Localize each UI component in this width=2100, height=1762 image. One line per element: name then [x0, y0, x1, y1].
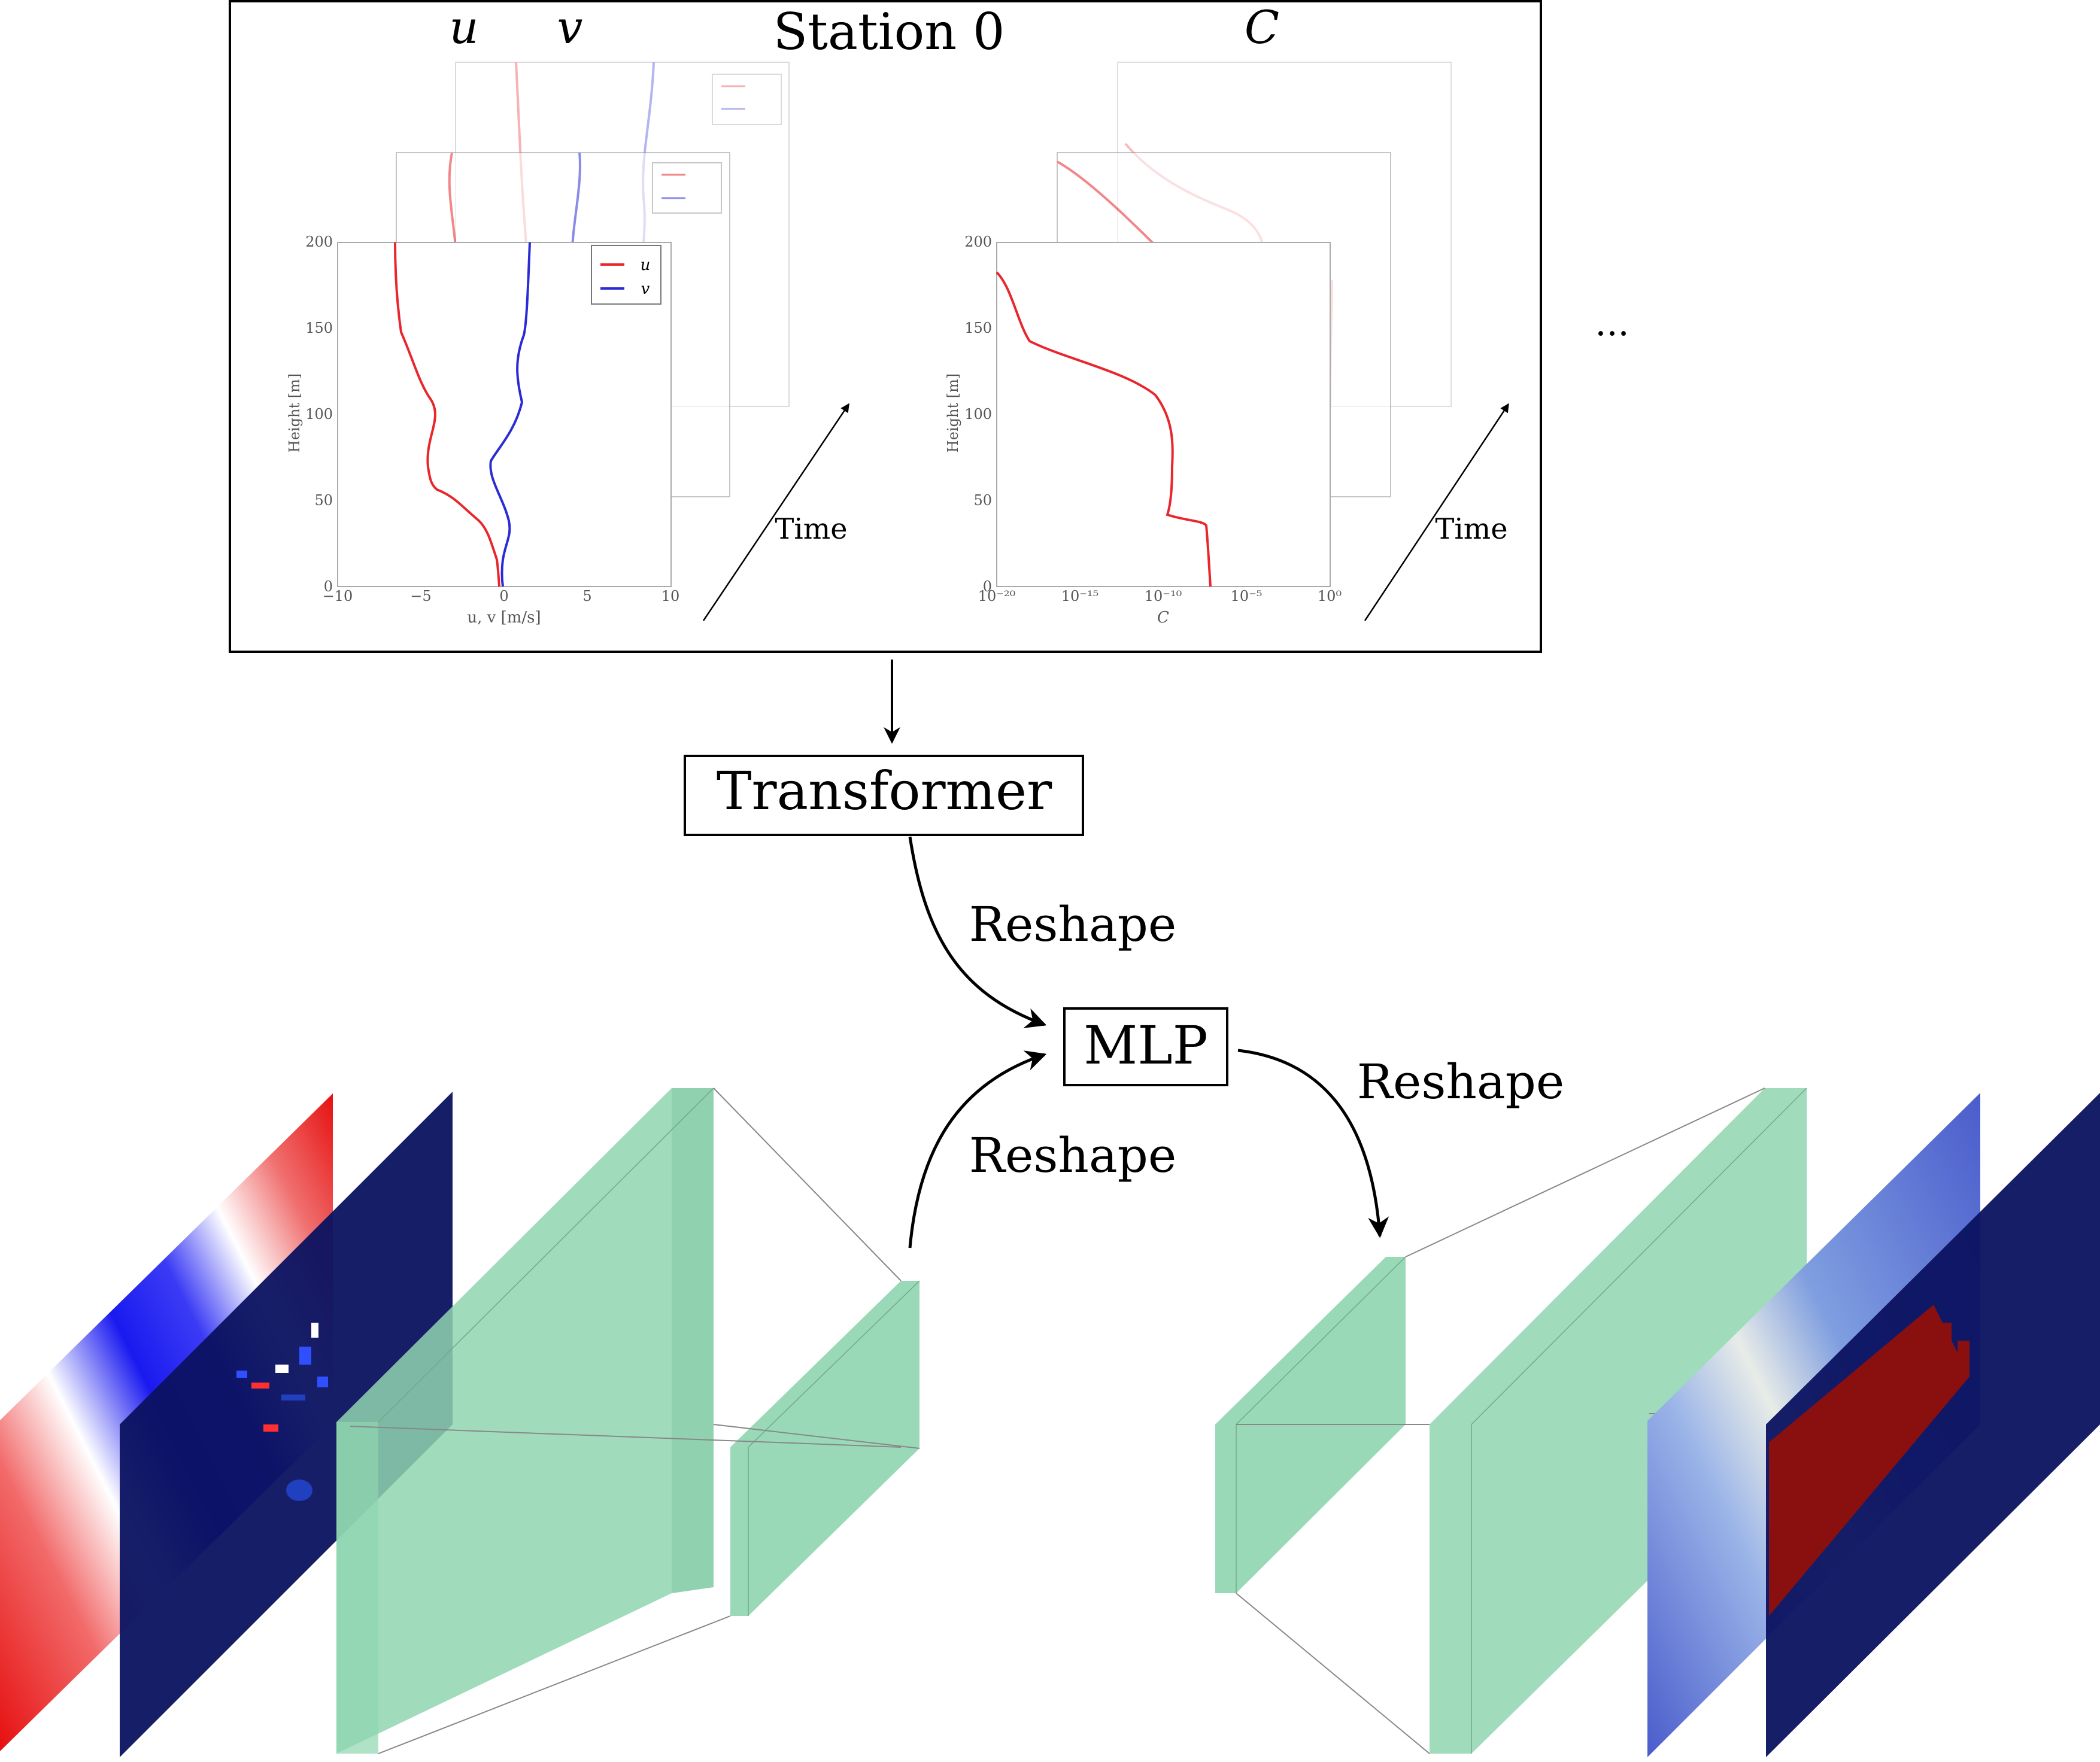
mlp-label: MLP	[1084, 1014, 1208, 1076]
transformer-box[interactable]	[684, 755, 1084, 836]
c-ytick-0: 0	[983, 578, 992, 595]
uv-xtick-10: 10	[661, 588, 680, 604]
arrow-mlp-to-decoder	[1237, 1049, 1389, 1238]
u-header: u	[450, 1, 479, 54]
input-mask-plane	[120, 1092, 453, 1757]
uv-ytick-150: 150	[305, 320, 333, 336]
uv-xtick-m10: −10	[323, 588, 353, 604]
c-plot-front[interactable]: Height [m] C 0 50 100 150 200 10⁻²⁰ 10⁻¹…	[945, 233, 1342, 627]
time-arrow-c	[1364, 403, 1510, 621]
arrow-encoder-to-mlp	[908, 1050, 1047, 1248]
transformer-label: Transformer	[717, 760, 1052, 822]
c-ytick-150: 150	[964, 320, 992, 336]
time-arrow-uv	[702, 403, 850, 621]
reshape-label-1: Reshape	[969, 897, 1176, 952]
uv-ytick-200: 200	[305, 233, 333, 250]
c-xtick-2: 10⁻¹⁵	[1061, 588, 1098, 604]
reshape-label-3: Reshape	[1357, 1054, 1564, 1110]
uv-legend	[591, 245, 661, 305]
v-header: v	[557, 1, 583, 54]
uv-legend-u: u	[641, 256, 651, 274]
encoder-block-1	[336, 1087, 714, 1754]
uv-ylabel: Height [m]	[286, 373, 303, 452]
c-ytick-100: 100	[964, 406, 992, 423]
c-ytick-200: 200	[964, 233, 992, 250]
c-xtick-1: 10⁻²⁰	[978, 588, 1015, 604]
c-ytick-50: 50	[973, 492, 992, 509]
time-label-c: Time	[1435, 512, 1507, 546]
mlp-box[interactable]	[1063, 1007, 1228, 1086]
uv-legend-v: v	[641, 280, 650, 298]
uv-xtick-5: 5	[582, 588, 591, 604]
reshape-label-2: Reshape	[969, 1128, 1176, 1183]
legend-box	[712, 74, 782, 125]
c-xtick-3: 10⁻¹⁰	[1145, 588, 1182, 604]
c-header: C	[1245, 1, 1279, 54]
uv-ytick-100: 100	[305, 406, 333, 423]
output-mask-plane	[1766, 1093, 2100, 1757]
encoder-block-2	[730, 1280, 920, 1616]
station-title: Station 0	[773, 2, 1005, 61]
decoder-block-2	[1430, 1087, 1807, 1754]
encoder-projection-lines	[350, 1087, 920, 1754]
station-panel-frame	[229, 0, 1542, 653]
c-xtick-5: 10⁰	[1318, 588, 1342, 604]
c-xlabel: C	[1157, 609, 1169, 627]
time-label-uv: Time	[775, 512, 847, 546]
uv-xlabel: u, v [m/s]	[467, 609, 541, 627]
v-profile-line	[489, 242, 531, 587]
uv-ytick-50: 50	[314, 492, 333, 509]
uv-plot-front[interactable]: u v Height [m] u, v [m/s] 0 50 100 150 2…	[286, 233, 679, 627]
uv-xtick-0: 0	[499, 588, 508, 604]
u-profile-line	[394, 242, 500, 587]
c-profile-line	[996, 271, 1212, 587]
legend-box	[652, 162, 722, 214]
ellipsis-more-stations: ...	[1595, 302, 1629, 344]
arrow-transformer-to-mlp	[908, 836, 1047, 1028]
uv-xtick-m5: −5	[410, 588, 431, 604]
uv-ytick-0: 0	[324, 578, 333, 595]
c-ylabel: Height [m]	[945, 373, 961, 452]
c-xtick-4: 10⁻⁵	[1231, 588, 1263, 604]
